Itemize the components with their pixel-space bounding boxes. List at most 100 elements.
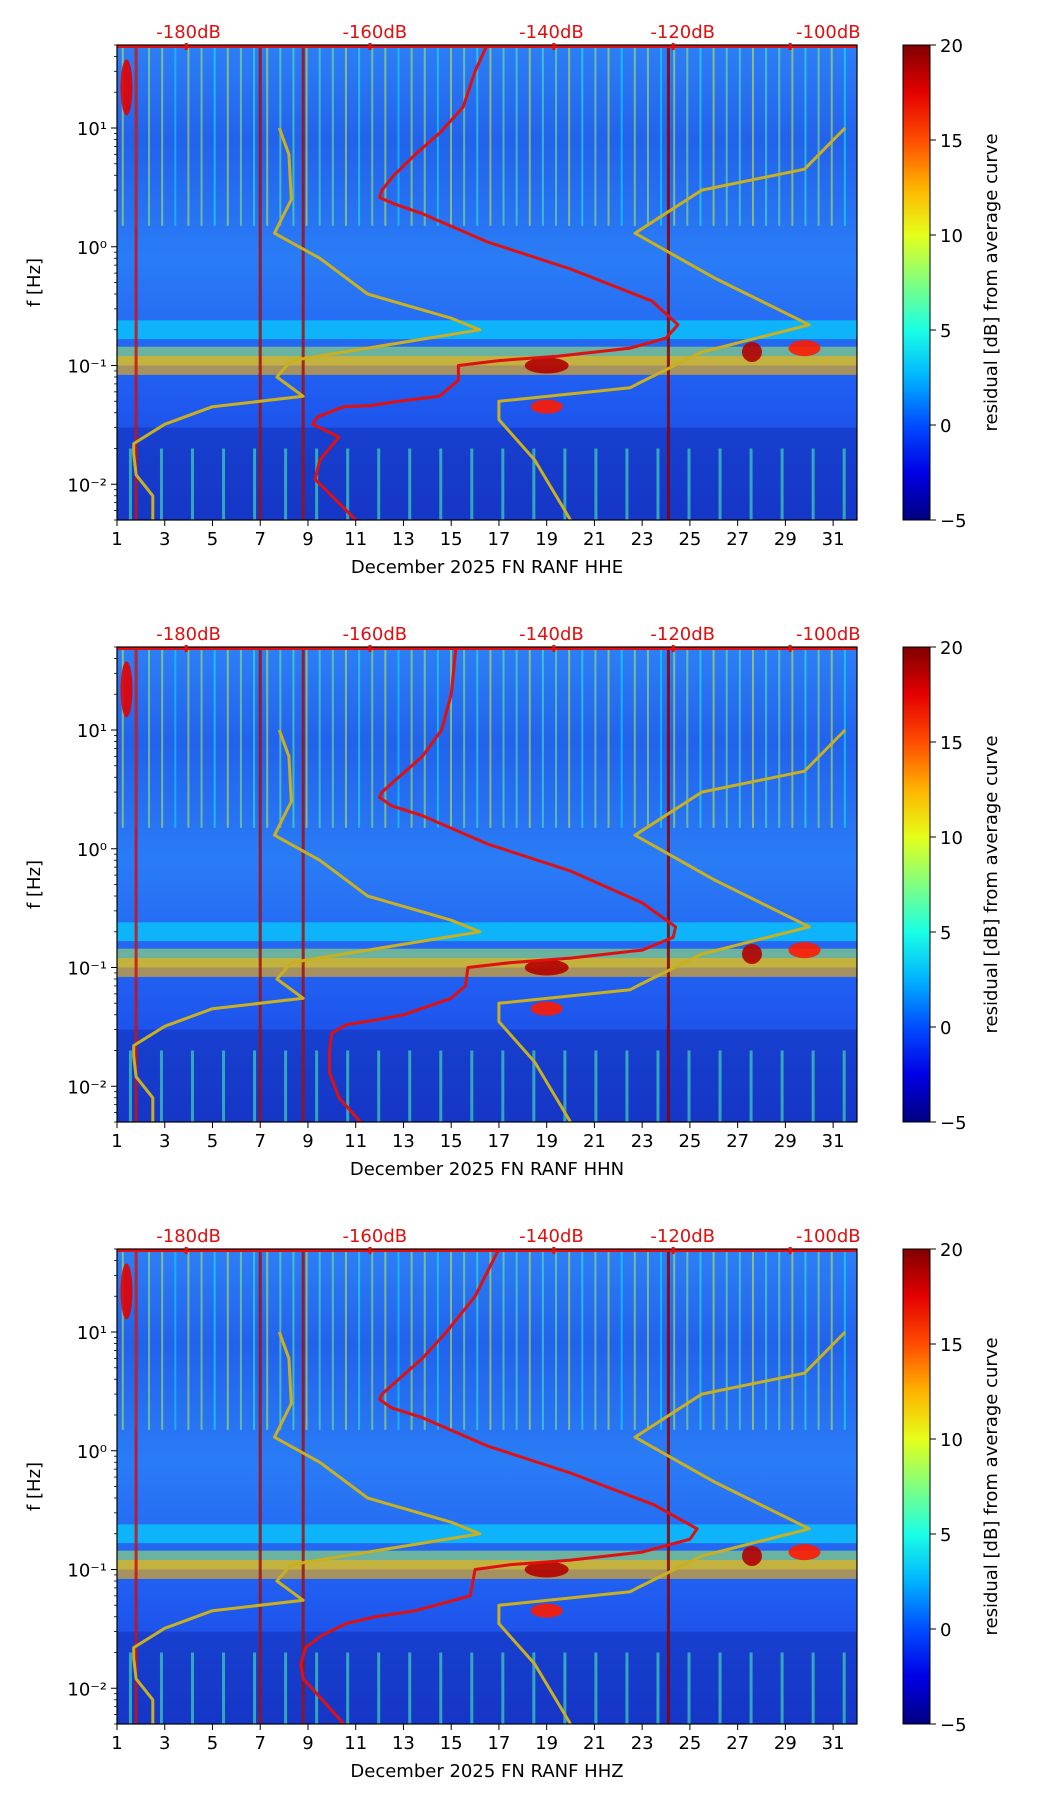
low-frequency-streak [470, 448, 474, 520]
x-tick-label: 5 [207, 1733, 218, 1754]
low-frequency-streak [253, 1652, 257, 1724]
x-tick-label: 7 [254, 529, 265, 550]
low-frequency-streak [780, 1652, 784, 1724]
top-strip [117, 1249, 857, 1252]
high-frequency-streak [121, 45, 124, 226]
high-frequency-streak [555, 45, 558, 226]
vertical-artifact-line [134, 647, 138, 1122]
colorbar-tick-label: 15 [940, 733, 963, 754]
low-frequency-streak [656, 1652, 660, 1724]
high-frequency-streak [541, 1249, 544, 1430]
low-frequency-streak [749, 448, 753, 520]
high-frequency-streak [253, 647, 256, 828]
high-frequency-streak [673, 1249, 676, 1430]
high-frequency-streak [673, 45, 676, 226]
high-frequency-streak [292, 647, 295, 828]
noise-model-low-curve [132, 1331, 482, 1724]
high-frequency-streak [686, 647, 689, 828]
high-frequency-streak [660, 647, 663, 828]
x-tick-label: 29 [774, 1131, 797, 1152]
high-frequency-streak [515, 45, 518, 226]
low-frequency-streak [749, 1652, 753, 1724]
low-frequency-streak [687, 1050, 691, 1122]
high-frequency-streak [371, 647, 374, 828]
x-tick-label: 3 [159, 1131, 170, 1152]
low-frequency-streak [315, 1652, 319, 1724]
low-frequency-streak [191, 1652, 194, 1724]
colorbar-tick-label: 0 [940, 416, 951, 437]
high-frequency-streak [410, 647, 413, 828]
low-frequency-streak [284, 1652, 288, 1724]
high-frequency-streak [121, 1249, 124, 1430]
high-frequency-streak [344, 45, 347, 226]
low-frequency-band [117, 1029, 857, 1122]
high-frequency-streak [410, 1249, 413, 1430]
high-frequency-streak [331, 647, 334, 828]
high-frequency-streak [738, 1249, 741, 1430]
top-strip [117, 647, 857, 650]
vertical-artifact-line [258, 1249, 262, 1724]
colorbar-tick-label: 20 [940, 1240, 963, 1261]
high-frequency-streak [463, 1249, 466, 1430]
noise-model-low-curve [132, 729, 482, 1122]
colorbar-label: residual [dB] from average curve [981, 735, 1002, 1033]
x-tick-label: 9 [302, 1733, 313, 1754]
high-frequency-streak [187, 647, 190, 828]
db-scale-label: -120dB [650, 22, 715, 43]
high-frequency-streak [765, 647, 768, 828]
low-frequency-streak [594, 1050, 598, 1122]
low-frequency-streak [315, 1050, 319, 1122]
high-frequency-streak [568, 1249, 571, 1430]
microseism-band [117, 320, 857, 340]
low-frequency-streak [284, 1050, 288, 1122]
x-tick-label: 23 [631, 1131, 654, 1152]
colorbar-tick-label: 0 [940, 1620, 951, 1641]
low-frequency-streak [159, 448, 163, 520]
low-frequency-streak [408, 448, 412, 520]
colorbar-label: residual [dB] from average curve [981, 1337, 1002, 1635]
high-frequency-streak [555, 1249, 558, 1430]
y-axis-label: f [Hz] [24, 1462, 45, 1511]
high-frequency-streak [318, 1249, 321, 1430]
spectrogram-panel-hhz: 1 3 5 7 9 11 13 15 17 19 21 23 25 27 29 31 December 2025… [0, 1204, 1052, 1806]
low-frequency-streak [191, 448, 194, 520]
high-frequency-streak [791, 45, 794, 226]
y-tick-label: 10⁻¹ [67, 1561, 107, 1582]
high-frequency-streak [660, 45, 663, 226]
high-frequency-streak [489, 1249, 492, 1430]
low-frequency-streak [532, 448, 536, 520]
microseism-band [117, 922, 857, 942]
high-frequency-streak [738, 647, 741, 828]
low-frequency-streak [470, 1050, 474, 1122]
high-frequency-streak [646, 647, 649, 828]
x-axis-label: December 2025 FN RANF HHE [351, 557, 623, 578]
x-tick-label: 29 [774, 529, 797, 550]
energy-hotspot [530, 1603, 563, 1618]
high-frequency-streak [331, 1249, 334, 1430]
x-tick-label: 31 [822, 1733, 845, 1754]
colorbar-label: residual [dB] from average curve [981, 133, 1002, 431]
high-frequency-streak [266, 647, 269, 828]
high-frequency-streak [751, 647, 754, 828]
high-frequency-streak [633, 647, 636, 828]
low-frequency-streak [284, 448, 288, 520]
high-frequency-streak [620, 647, 623, 828]
high-frequency-streak [423, 1249, 426, 1430]
high-frequency-streak [305, 1249, 308, 1430]
high-frequency-streak [148, 45, 151, 226]
energy-hotspot [120, 1263, 133, 1320]
low-frequency-streak [594, 448, 598, 520]
high-frequency-streak [725, 45, 728, 226]
y-tick-label: 10⁰ [77, 840, 107, 861]
high-frequency-streak [292, 1249, 295, 1430]
x-tick-label: 31 [822, 1131, 845, 1152]
high-frequency-streak [581, 647, 584, 828]
db-scale-label: -140dB [519, 22, 584, 43]
low-frequency-streak [346, 1652, 350, 1724]
x-tick-label: 19 [535, 1733, 558, 1754]
low-frequency-band [117, 1631, 857, 1724]
high-frequency-streak [318, 45, 321, 226]
low-frequency-streak [563, 448, 567, 520]
high-frequency-streak [843, 45, 846, 226]
high-frequency-streak [384, 1249, 387, 1430]
